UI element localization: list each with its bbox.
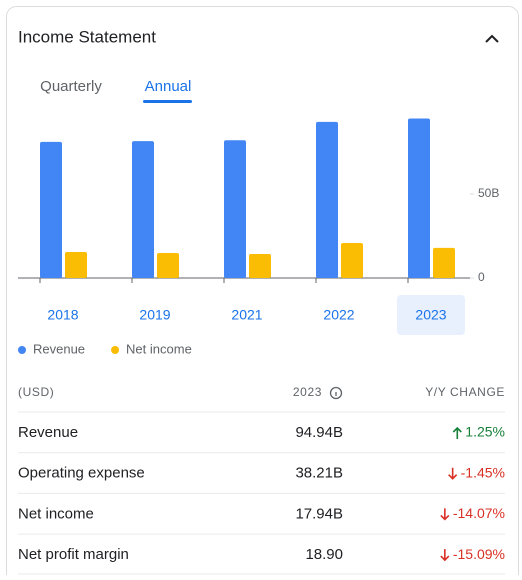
tab-active[interactable]: Annual [145, 78, 192, 95]
table-header: (USD) [18, 385, 54, 399]
legend-swatch [111, 346, 120, 354]
bar [132, 141, 154, 278]
x-tick-label[interactable]: 2022 [323, 307, 354, 323]
category-highlight [397, 295, 465, 335]
x-tick-label[interactable]: 2018 [47, 307, 78, 323]
row-change: -14.07% [453, 505, 505, 521]
row-change: -1.45% [461, 464, 505, 480]
row-value: 38.21B [295, 465, 343, 482]
bar [433, 247, 455, 278]
row-label: Operating expense [18, 465, 145, 482]
row-label: Net profit margin [18, 546, 129, 563]
bar [224, 140, 246, 278]
bar [249, 253, 271, 278]
bar [341, 243, 363, 278]
row-value: 94.94B [295, 424, 343, 441]
row-label: Revenue [18, 424, 78, 441]
tab[interactable]: Quarterly [40, 78, 102, 95]
x-tick-label[interactable]: 2021 [231, 307, 262, 323]
change-arrow [452, 426, 462, 439]
legend-label: Net income [126, 341, 192, 356]
x-tick-label[interactable]: 2023 [415, 307, 446, 323]
tab-indicator [143, 100, 192, 103]
card-title: Income Statement [18, 27, 156, 46]
x-tick-label[interactable]: 2019 [139, 307, 170, 323]
change-arrow [440, 508, 450, 521]
legend-label: Revenue [33, 341, 85, 356]
bar [40, 141, 62, 278]
change-arrow [448, 467, 458, 480]
table-header: 2023 [293, 385, 322, 399]
table-header: Y/Y CHANGE [425, 385, 505, 399]
bar [65, 251, 87, 278]
row-value: 17.94B [295, 505, 343, 522]
y-tick-label: 0 [478, 270, 485, 284]
bar [316, 121, 338, 278]
row-value: 18.90 [305, 546, 343, 563]
change-arrow [440, 549, 450, 562]
row-change: -15.09% [453, 546, 505, 562]
bar [408, 118, 430, 279]
row-change: 1.25% [465, 424, 505, 440]
row-label: Net income [18, 505, 94, 522]
bar [157, 252, 179, 278]
collapse-icon[interactable] [485, 34, 499, 43]
legend-swatch [18, 346, 26, 354]
y-tick-label: 50B [478, 186, 499, 200]
info-icon[interactable] [329, 386, 343, 400]
